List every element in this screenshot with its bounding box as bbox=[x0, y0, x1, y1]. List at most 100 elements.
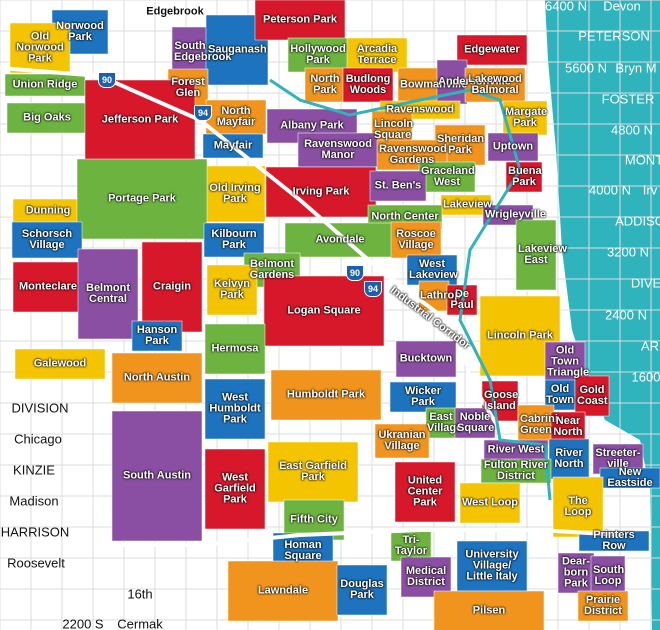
neighborhood-label: Old Irving Park bbox=[209, 182, 261, 205]
highway-shield: 90 bbox=[98, 72, 116, 88]
street-label: DIVE bbox=[630, 275, 660, 291]
neighborhood-area bbox=[12, 261, 84, 313]
street-label: KINZIE bbox=[13, 462, 55, 478]
neighborhood-area bbox=[76, 158, 208, 240]
neighborhood-label: Arcadia Terrace bbox=[356, 43, 398, 66]
neighborhood-label: Tri-Taylor bbox=[394, 534, 428, 557]
neighborhood-area bbox=[284, 222, 396, 258]
neighborhood-area bbox=[425, 407, 457, 439]
neighborhood-label: Old Norwood Park bbox=[16, 30, 64, 65]
street-label: 4000 N bbox=[589, 182, 631, 198]
lake bbox=[545, 0, 660, 630]
street-label: Cermak bbox=[117, 616, 163, 630]
neighborhood-area bbox=[400, 556, 452, 598]
neighborhood-area bbox=[406, 254, 458, 286]
neighborhood-label: Buena Park bbox=[508, 165, 542, 188]
street-label: 6400 N bbox=[545, 0, 587, 14]
neighborhood-area bbox=[12, 198, 84, 224]
neighborhood-label: Printers Row bbox=[593, 529, 635, 552]
neighborhood-area bbox=[270, 369, 382, 421]
neighborhood-label: Monteclare bbox=[18, 280, 78, 293]
street-label: MONT bbox=[624, 152, 660, 168]
neighborhood-label: Peterson Park bbox=[263, 13, 337, 26]
street-label: HARRISON bbox=[0, 524, 70, 540]
neighborhood-area bbox=[203, 222, 265, 258]
neighborhood-label: Prairie District bbox=[584, 594, 622, 617]
neighborhood-label: Uptown bbox=[492, 140, 534, 153]
neighborhood-label: West Humboldt Park bbox=[209, 391, 261, 426]
neighborhood-label: Streeter-ville bbox=[595, 447, 641, 470]
highway-shield: 90 bbox=[346, 265, 364, 281]
neighborhood-area bbox=[590, 555, 626, 597]
street-label: 1600 bbox=[631, 369, 660, 385]
neighborhood-area bbox=[304, 67, 346, 103]
neighborhood-label: New Eastside bbox=[607, 466, 653, 489]
neighborhood-label: University Village/ Little Italy bbox=[465, 548, 519, 583]
neighborhood-label: Hermosa bbox=[211, 342, 259, 355]
neighborhood-label: Wicker Park bbox=[405, 385, 441, 408]
neighborhood-label: Kilbourn Park bbox=[211, 228, 257, 251]
neighborhood-area bbox=[11, 221, 83, 259]
neighborhood-label: North Austin bbox=[123, 371, 191, 384]
neighborhood-label: Lakeview East bbox=[518, 243, 567, 266]
neighborhood-label: Medical District bbox=[405, 565, 447, 588]
neighborhood-area bbox=[456, 540, 528, 592]
neighborhood-area bbox=[395, 340, 457, 378]
neighborhood-area bbox=[464, 67, 526, 103]
neighborhood-label: Fulton River District bbox=[483, 459, 549, 482]
street-label: AR bbox=[640, 338, 660, 354]
neighborhood-area bbox=[544, 341, 586, 383]
street-label: ADDISO bbox=[615, 213, 660, 229]
highway-shield: 94 bbox=[364, 281, 382, 297]
street-label: 2400 N bbox=[605, 307, 647, 323]
neighborhood-area bbox=[206, 264, 258, 316]
river bbox=[269, 78, 552, 501]
neighborhood-label: Wrigleyville bbox=[485, 208, 546, 221]
neighborhood-label: Edgebrook bbox=[146, 5, 204, 18]
neighborhood-label: West Lakeview bbox=[409, 258, 458, 281]
neighborhood-label: Lincoln Square bbox=[374, 118, 414, 141]
street-label: Madison bbox=[9, 493, 59, 509]
neighborhood-label: North Park bbox=[310, 73, 340, 96]
neighborhood-label: Irving Park bbox=[292, 185, 350, 198]
neighborhood-label: Cabrini Green bbox=[520, 413, 558, 436]
neighborhood-area bbox=[578, 530, 650, 552]
street-label: Roosevelt bbox=[7, 555, 65, 571]
street-label: DIVISION bbox=[11, 400, 69, 416]
neighborhood-area bbox=[265, 166, 377, 218]
neighborhood-area bbox=[418, 280, 450, 312]
neighborhood-label: Ravenswood bbox=[386, 103, 454, 116]
neighborhood-area bbox=[550, 411, 586, 443]
neighborhood-label: Forest Glen bbox=[171, 76, 205, 99]
neighborhood-area bbox=[517, 404, 555, 446]
neighborhood-area bbox=[204, 448, 266, 530]
neighborhood-label: Edgewater bbox=[464, 43, 520, 56]
street-label: 3200 N bbox=[607, 244, 649, 260]
neighborhood-area bbox=[336, 564, 388, 616]
neighborhood-area bbox=[456, 34, 528, 66]
neighborhood-label: Pilsen bbox=[472, 604, 506, 617]
neighborhood-area bbox=[204, 378, 266, 440]
street-label: 5600 N bbox=[565, 60, 607, 76]
neighborhood-label: Lathrop bbox=[420, 289, 461, 302]
neighborhood-label: Sauganash bbox=[208, 43, 267, 56]
neighborhood-label: Lakewood Balmoral bbox=[468, 73, 522, 96]
neighborhood-area bbox=[577, 590, 629, 622]
street-label: Devon bbox=[603, 0, 641, 14]
street-label: Chicago bbox=[14, 431, 62, 447]
neighborhood-area bbox=[418, 161, 476, 193]
neighborhood-label: Margate Park bbox=[505, 106, 548, 129]
neighborhood-label: Lincoln Park bbox=[486, 329, 554, 342]
neighborhood-label: Bowmanville bbox=[400, 78, 468, 91]
neighborhood-label: North Center bbox=[371, 210, 439, 223]
neighborhood-area bbox=[77, 248, 139, 340]
neighborhood-area bbox=[254, 0, 346, 41]
neighborhood-area bbox=[374, 423, 430, 459]
neighborhood-label: West Loop bbox=[462, 496, 519, 509]
neighborhood-label: Graceland West bbox=[421, 165, 475, 188]
neighborhood-label: Old Town Triangle bbox=[547, 344, 590, 379]
neighborhood-label: Dunning bbox=[25, 204, 71, 217]
neighborhood-label: Jefferson Park bbox=[101, 113, 179, 126]
highway-shield: 94 bbox=[194, 105, 212, 121]
